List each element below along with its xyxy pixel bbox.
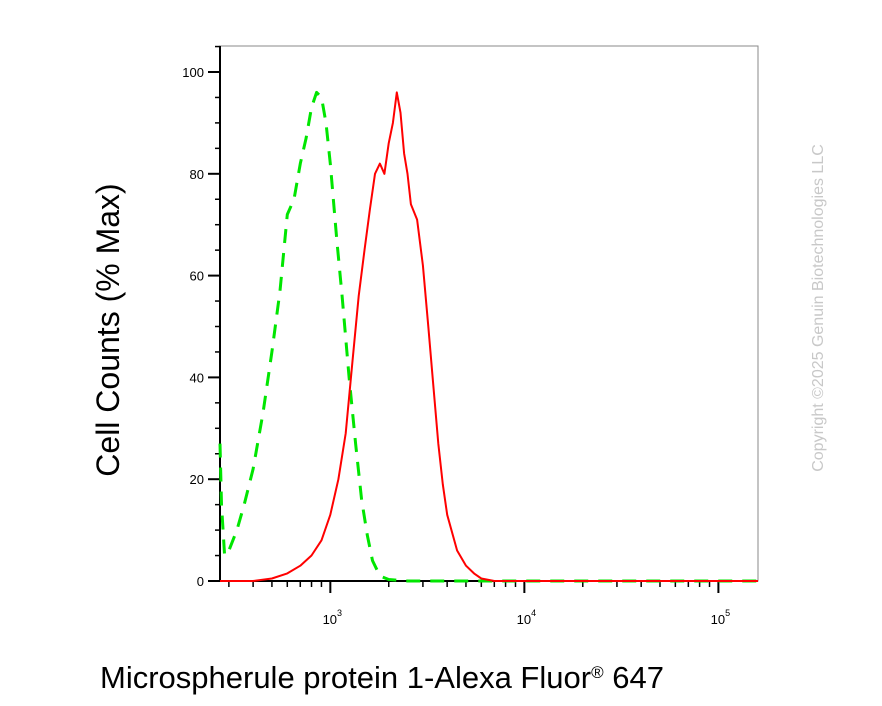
- x-axis: 103 104 105: [220, 580, 758, 627]
- series-line-1: [218, 90, 758, 583]
- series-line-2: [220, 91, 758, 582]
- x-tick-label: 105: [711, 608, 730, 627]
- y-tick-label: 40: [190, 370, 204, 385]
- x-tick-label: 104: [517, 608, 536, 627]
- x-axis-label-main: Microspherule protein 1-Alexa Fluor: [100, 660, 591, 695]
- plot-frame: [219, 45, 759, 582]
- y-tick-label: 0: [197, 574, 204, 589]
- x-axis-label: Microspherule protein 1-Alexa Fluor® 647: [100, 660, 664, 695]
- series-layer: [218, 90, 758, 583]
- copyright-watermark: Copyright ©2025 Genuin Biotechnologies L…: [810, 144, 827, 472]
- registered-mark: ®: [591, 663, 604, 682]
- y-tick-label: 100: [182, 65, 204, 80]
- y-axis-label: Cell Counts (% Max): [90, 183, 126, 476]
- x-tick-label: 103: [323, 608, 342, 627]
- y-tick-label: 20: [190, 472, 204, 487]
- x-axis-label-suffix: 647: [604, 660, 664, 695]
- y-axis: 0 20 40 60 80 100: [182, 45, 221, 589]
- y-tick-label: 60: [190, 269, 204, 284]
- y-tick-label: 80: [190, 167, 204, 182]
